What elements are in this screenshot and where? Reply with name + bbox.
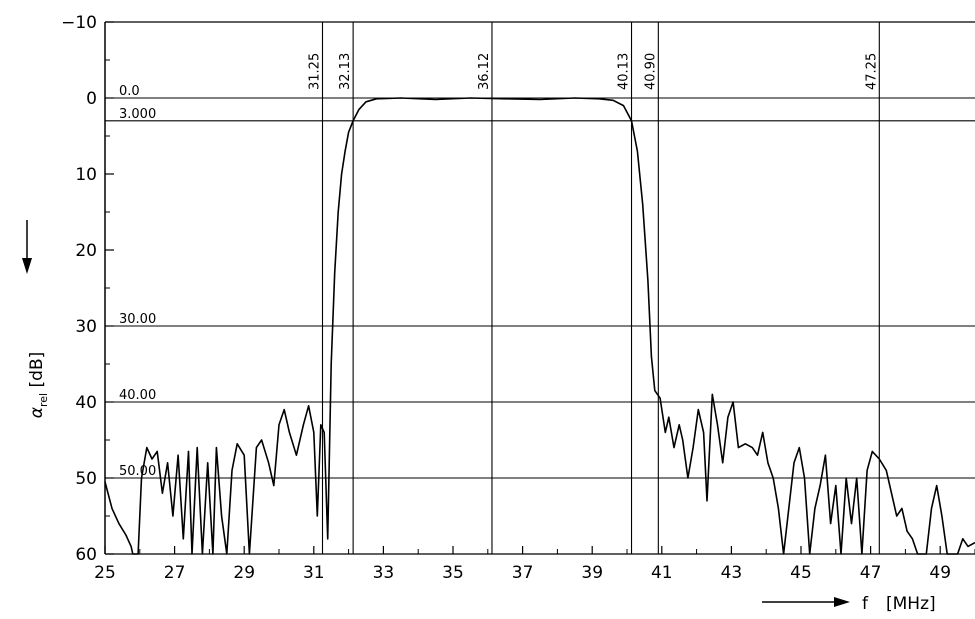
y-tick-label: 0: [86, 89, 97, 109]
y-axis-symbol: α: [27, 407, 47, 418]
x-tick-label: 33: [373, 563, 395, 583]
svg-text:αrel [dB]: αrel [dB]: [27, 352, 50, 418]
x-tick-label: 39: [581, 563, 603, 583]
y-tick-label: 50: [75, 469, 97, 489]
y-tick-label: 40: [75, 393, 97, 413]
vertical-marker-label: 31.25: [308, 53, 323, 90]
x-tick-label: 35: [442, 563, 464, 583]
vertical-marker-label: 32.13: [338, 53, 353, 90]
x-tick-label: 41: [651, 563, 673, 583]
y-tick-label: 60: [75, 545, 97, 565]
x-axis-title: f [MHz]: [762, 594, 936, 614]
y-arrow-icon: [22, 220, 32, 274]
x-tick-label: 47: [860, 563, 882, 583]
horizontal-marker-label: 30.00: [119, 312, 156, 327]
x-tick-label: 43: [721, 563, 743, 583]
x-tick-label: 31: [303, 563, 325, 583]
vertical-marker-label: 40.90: [643, 53, 658, 90]
y-axis-unit: [dB]: [27, 352, 47, 388]
vertical-marker-label: 40.13: [617, 53, 632, 90]
y-axis-subscript: rel: [37, 393, 50, 407]
y-tick-label: −10: [61, 13, 97, 33]
x-tick-label: 27: [164, 563, 186, 583]
y-tick-label: 20: [75, 241, 97, 261]
x-tick-label: 37: [512, 563, 534, 583]
horizontal-marker-label: 50.00: [119, 464, 156, 479]
x-axis-unit: [MHz]: [886, 594, 936, 614]
x-tick-label: 29: [233, 563, 255, 583]
vertical-marker-label: 36.12: [477, 53, 492, 90]
horizontal-marker-label: 40.00: [119, 388, 156, 403]
x-axis-symbol: f: [862, 594, 869, 614]
horizontal-marker-label: 0.0: [119, 84, 140, 99]
x-arrow-icon: [762, 597, 850, 607]
x-tick-label: 25: [94, 563, 116, 583]
x-tick-label: 49: [929, 563, 951, 583]
horizontal-marker-label: 3.000: [119, 107, 156, 122]
attenuation-curve: [104, 97, 975, 555]
x-tick-label: 45: [790, 563, 812, 583]
y-axis-title: αrel [dB]: [22, 220, 50, 418]
y-tick-label: 10: [75, 165, 97, 185]
y-tick-label: 30: [75, 317, 97, 337]
vertical-marker-label: 47.25: [864, 53, 879, 90]
